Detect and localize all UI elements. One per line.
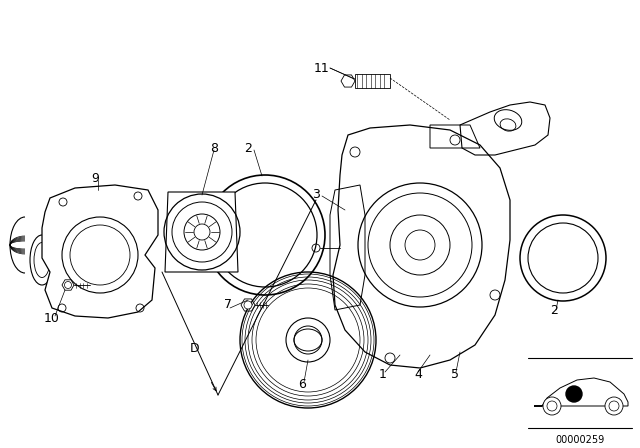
Polygon shape: [333, 125, 510, 368]
Text: 10: 10: [44, 311, 60, 324]
Text: 8: 8: [210, 142, 218, 155]
Text: 6: 6: [298, 379, 306, 392]
Text: 4: 4: [414, 367, 422, 380]
Circle shape: [244, 301, 252, 309]
Polygon shape: [42, 185, 158, 318]
Text: 11: 11: [314, 61, 330, 74]
Circle shape: [547, 401, 557, 411]
Circle shape: [543, 397, 561, 415]
Text: 2: 2: [244, 142, 252, 155]
Text: 1: 1: [379, 367, 387, 380]
Circle shape: [609, 401, 619, 411]
Polygon shape: [534, 378, 628, 406]
Text: D: D: [190, 341, 200, 354]
Text: 2: 2: [550, 303, 558, 316]
Text: 3: 3: [312, 188, 320, 201]
Polygon shape: [165, 192, 238, 272]
Text: 5: 5: [451, 367, 459, 380]
Circle shape: [566, 386, 582, 402]
Text: 7: 7: [224, 298, 232, 311]
Circle shape: [605, 397, 623, 415]
Text: 9: 9: [91, 172, 99, 185]
Text: 00000259: 00000259: [556, 435, 605, 445]
Circle shape: [65, 281, 72, 289]
